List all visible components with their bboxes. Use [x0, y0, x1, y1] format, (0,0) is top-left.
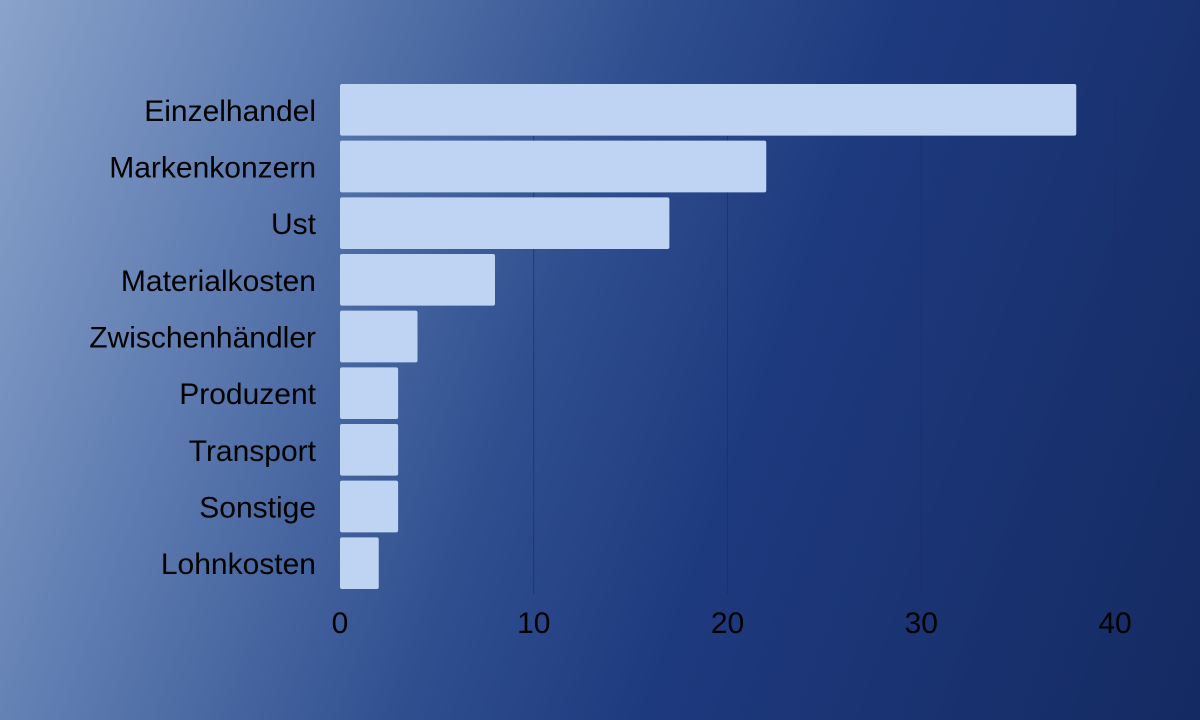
bar-2 [340, 197, 670, 249]
category-label: Zwischenhändler [89, 322, 316, 355]
category-label: Produzent [179, 378, 316, 411]
bar-3 [340, 254, 495, 306]
x-tick-label: 40 [1098, 607, 1131, 640]
category-label: Lohnkosten [161, 548, 316, 581]
category-label: Markenkonzern [109, 152, 316, 185]
bar-5 [340, 367, 399, 419]
category-label: Materialkosten [121, 265, 316, 298]
x-tick-label: 20 [711, 607, 744, 640]
bar-6 [340, 424, 399, 476]
bar-4 [340, 310, 418, 363]
x-tick-label: 30 [905, 607, 938, 640]
x-tick-label: 10 [517, 607, 550, 640]
bars [340, 84, 1077, 589]
category-label: Ust [271, 208, 317, 241]
bar-1 [340, 140, 767, 193]
category-label: Sonstige [199, 492, 316, 525]
bar-8 [340, 537, 379, 589]
category-label: Transport [189, 435, 317, 468]
x-axis-tick-labels: 0 10 20 30 40 [332, 607, 1132, 640]
bar-7 [340, 480, 399, 533]
category-label: Einzelhandel [144, 95, 316, 128]
bar-0 [340, 84, 1077, 136]
category-labels: Einzelhandel Markenkonzern Ust Materialkost… [89, 95, 316, 581]
x-tick-label: 0 [332, 607, 349, 640]
